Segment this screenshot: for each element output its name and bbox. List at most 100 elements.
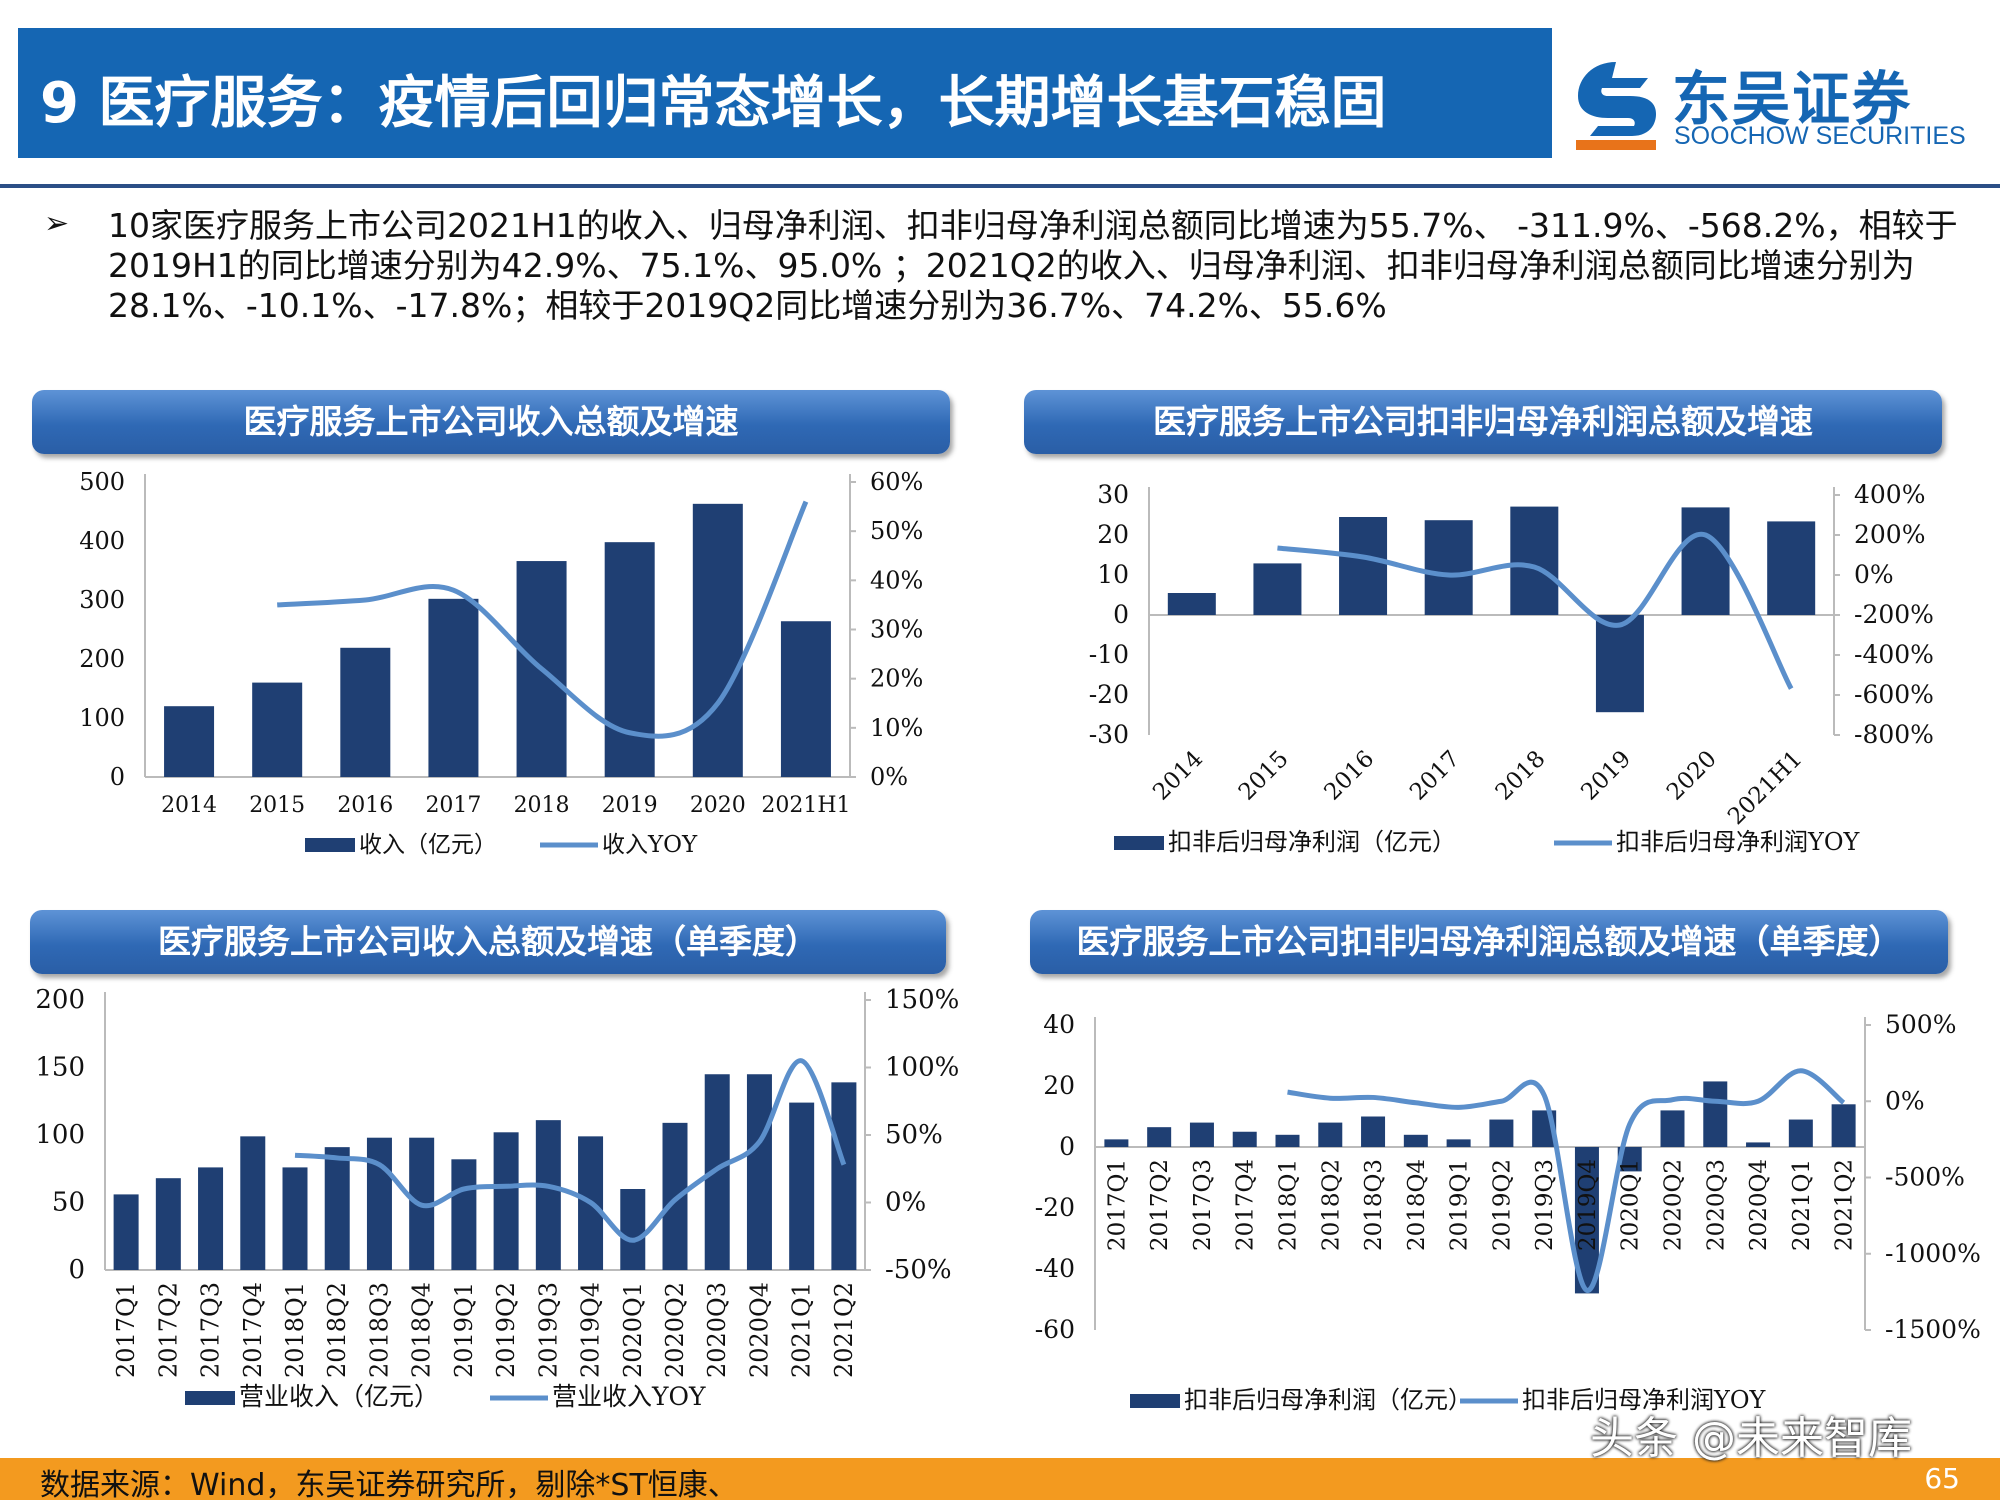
y-tick-label-left: 0 <box>1113 600 1129 629</box>
y-tick-label-right: 60% <box>870 468 923 496</box>
y-tick-label-left: 0 <box>1059 1132 1075 1161</box>
bar <box>1767 521 1816 615</box>
x-tick-label: 2020Q3 <box>1703 1159 1729 1251</box>
y-tick-label-right: 30% <box>870 616 923 644</box>
x-tick-label: 2020Q2 <box>1661 1159 1687 1251</box>
bar <box>1595 615 1644 713</box>
bar <box>155 1178 181 1270</box>
bar <box>252 682 303 777</box>
bar <box>164 706 215 777</box>
y-tick-label-left: 500 <box>79 468 125 496</box>
x-tick-label: 2017Q3 <box>197 1282 225 1378</box>
x-tick-label: 2019Q2 <box>1489 1159 1515 1251</box>
x-tick-label: 2020Q2 <box>661 1282 689 1378</box>
y-tick-label-right: 500% <box>1885 1010 1956 1039</box>
x-tick-label: 2019Q4 <box>1575 1159 1601 1251</box>
y-tick-label-left: 0 <box>68 1255 85 1285</box>
y-tick-label-left: 30 <box>1097 480 1129 509</box>
bar <box>831 1082 857 1270</box>
bar <box>662 1122 688 1270</box>
yoy-line <box>277 500 809 739</box>
logo-chinese-name: 东吴证券 <box>1672 65 1913 133</box>
x-tick-label: 2017Q3 <box>1190 1159 1216 1251</box>
bar <box>1446 1139 1471 1147</box>
x-tick-label: 2018Q2 <box>323 1282 351 1378</box>
y-tick-label-right: -1500% <box>1885 1315 1980 1344</box>
y-tick-label-right: 100% <box>885 1053 959 1083</box>
x-tick-label: 2018Q3 <box>365 1282 393 1378</box>
bar <box>1147 1127 1172 1147</box>
scs-logo-icon <box>1576 62 1656 150</box>
bar <box>535 1120 561 1270</box>
yoy-line <box>1287 1068 1846 1293</box>
x-tick-label: 2016 <box>337 793 393 818</box>
bar <box>1189 1122 1214 1147</box>
x-tick-label: 2017 <box>1405 746 1465 806</box>
y-tick-label-right: 40% <box>870 566 923 594</box>
x-tick-label: 2020Q1 <box>619 1282 647 1378</box>
y-tick-label-right: -50% <box>885 1255 952 1285</box>
page-title: 9 医疗服务：疫情后回归常态增长，长期增长基石稳固 <box>40 71 1387 136</box>
legend-bar-label: 扣非后归母净利润（亿元） <box>1184 1386 1472 1414</box>
x-tick-label: 2021Q2 <box>830 1282 858 1378</box>
x-tick-label: 2020Q1 <box>1618 1159 1644 1251</box>
x-tick-label: 2017Q1 <box>1104 1159 1130 1251</box>
y-tick-label-right: 50% <box>885 1120 943 1150</box>
bullet-arrow-icon: ➢ <box>44 206 70 241</box>
y-tick-label-left: 200 <box>35 985 85 1015</box>
bar <box>1403 1134 1428 1147</box>
x-tick-label: 2020 <box>690 793 746 818</box>
y-tick-label-right: -600% <box>1854 680 1934 709</box>
bar <box>1703 1081 1728 1147</box>
x-tick-label: 2019 <box>1576 746 1636 806</box>
bar <box>282 1167 308 1270</box>
bar <box>1253 563 1302 615</box>
y-tick-label-left: 300 <box>79 586 125 614</box>
y-tick-label-right: 0% <box>870 763 908 791</box>
x-tick-label: 2019Q4 <box>577 1282 605 1378</box>
x-tick-label: 2017 <box>425 793 481 818</box>
company-logo: 东吴证券 SOOCHOW SECURITIES <box>1568 52 1988 152</box>
x-tick-label: 2018Q4 <box>1404 1159 1430 1251</box>
header-divider <box>0 184 2000 188</box>
bar <box>1318 1122 1343 1147</box>
watermark: 头条 @未来智库 <box>1590 1413 1912 1464</box>
bar <box>1746 1142 1771 1147</box>
x-tick-label: 2014 <box>161 793 217 818</box>
bar <box>1361 1116 1386 1147</box>
bar <box>1831 1104 1856 1147</box>
bar <box>1660 1110 1685 1147</box>
bar <box>1681 507 1730 615</box>
x-tick-label: 2019Q3 <box>1532 1159 1558 1251</box>
yoy-line <box>1277 531 1794 690</box>
x-tick-label: 2021H1 <box>1723 746 1807 830</box>
y-tick-label-left: -10 <box>1089 640 1129 669</box>
y-tick-label-left: 400 <box>79 527 125 555</box>
x-tick-label: 2019Q1 <box>1447 1159 1473 1251</box>
bar <box>113 1194 139 1270</box>
logo-english-name: SOOCHOW SECURITIES <box>1674 122 1966 150</box>
x-tick-label: 2018Q2 <box>1318 1159 1344 1251</box>
x-tick-label: 2018Q1 <box>281 1282 309 1378</box>
bar <box>428 598 479 777</box>
legend-line-label: 收入YOY <box>602 832 698 858</box>
x-tick-label: 2021Q1 <box>1789 1159 1815 1251</box>
legend-line-label: 营业收入YOY <box>552 1382 706 1411</box>
x-tick-label: 2020 <box>1662 746 1722 806</box>
y-tick-label-right: 0% <box>1854 560 1894 589</box>
x-tick-label: 2018Q4 <box>408 1282 436 1378</box>
x-tick-label: 2021Q1 <box>788 1282 816 1378</box>
legend-bar-swatch <box>305 838 355 852</box>
bar <box>340 647 391 777</box>
bar <box>1339 517 1388 615</box>
x-tick-label: 2018Q1 <box>1276 1159 1302 1251</box>
x-tick-label: 2018 <box>1491 746 1551 806</box>
y-tick-label-right: -400% <box>1854 640 1934 669</box>
legend-line-label: 扣非后归母净利润YOY <box>1616 828 1861 856</box>
y-tick-label-left: 0 <box>110 763 125 791</box>
x-tick-label: 2019Q2 <box>492 1282 520 1378</box>
x-tick-label: 2015 <box>249 793 305 818</box>
legend-bar-swatch <box>1130 1394 1180 1408</box>
y-tick-label-right: -200% <box>1854 600 1934 629</box>
page-number: 65 <box>1924 1462 1960 1495</box>
